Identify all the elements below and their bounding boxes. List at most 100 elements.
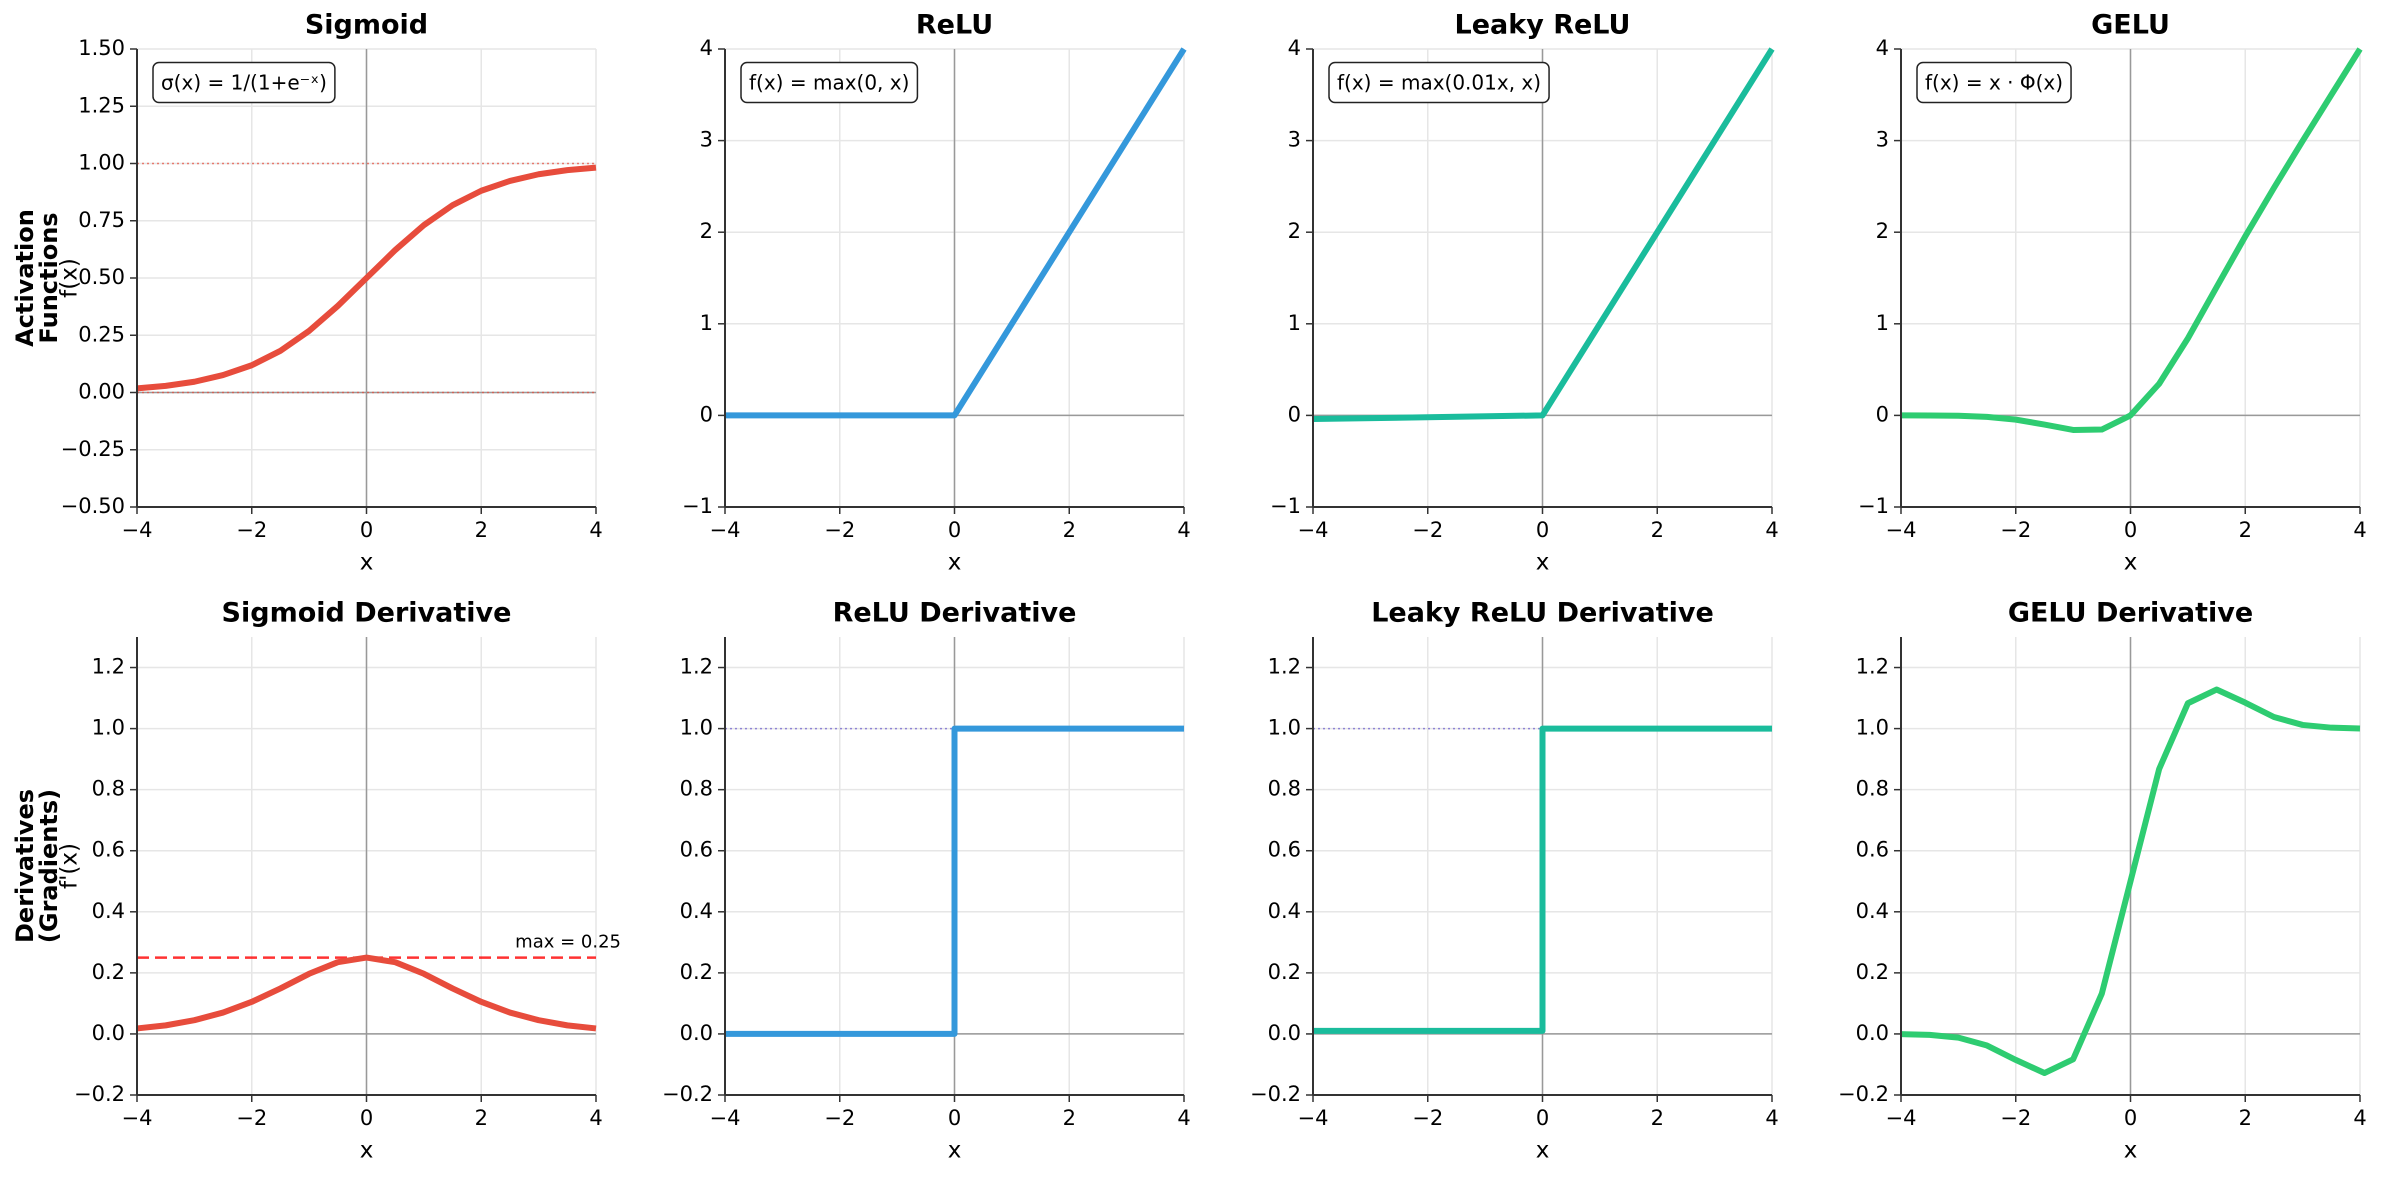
x-tick-label: −2 — [1412, 1106, 1443, 1130]
x-tick-label: 4 — [1765, 518, 1778, 542]
y-tick-label: 1.50 — [78, 36, 125, 60]
y-tick-label: −1 — [1270, 494, 1301, 518]
x-tick-label: 0 — [948, 518, 961, 542]
x-tick-label: 0 — [1536, 518, 1549, 542]
x-tick-label: −2 — [1412, 518, 1443, 542]
y-tick-label: 0.6 — [1856, 838, 1889, 862]
x-tick-label: 0 — [360, 1106, 373, 1130]
y-tick-label: 0.4 — [92, 899, 125, 923]
subplot-title: Leaky ReLU — [1455, 10, 1631, 41]
x-tick-label: 4 — [589, 518, 602, 542]
subplot-title: ReLU Derivative — [833, 598, 1077, 629]
x-tick-label: −4 — [1886, 1106, 1917, 1130]
y-tick-label: −0.50 — [61, 494, 125, 518]
y-tick-label: 3 — [700, 128, 713, 152]
subplot-title: GELU — [2091, 10, 2170, 41]
x-axis-label: x — [1536, 1138, 1550, 1164]
y-tick-label: −0.2 — [1838, 1082, 1889, 1106]
subplot: −4 −2 0 2 4 −1 0 1 2 3 4 GELU x f(x) = x · Φ(x) — [1858, 10, 2367, 576]
x-tick-label: 0 — [1536, 1106, 1549, 1130]
y-tick-label: 1.25 — [78, 93, 125, 117]
data-line — [1900, 686, 2361, 1077]
x-axis-label: x — [1536, 550, 1550, 576]
y-tick-label: 0.8 — [92, 777, 125, 801]
x-tick-label: −2 — [236, 1106, 267, 1130]
y-tick-label: 0.6 — [1268, 838, 1301, 862]
x-tick-label: 0 — [360, 518, 373, 542]
subplot: −4 −2 0 2 4 −0.2 0.0 0.2 0.4 0.6 0.8 1.0 1.2 ReLU Der… — [662, 598, 1191, 1164]
y-tick-label: 0.4 — [680, 899, 713, 923]
y-tick-label: 0.25 — [78, 322, 125, 346]
y-tick-label: 0.2 — [1856, 960, 1889, 984]
y-tick-label: 4 — [700, 36, 713, 60]
y-tick-label: −1 — [682, 494, 713, 518]
x-tick-label: −4 — [1298, 1106, 1329, 1130]
x-axis-label: x — [948, 550, 962, 576]
data-line — [725, 47, 1187, 419]
x-axis-label: x — [360, 550, 374, 576]
y-tick-label: 1.0 — [680, 716, 713, 740]
y-tick-label: 0.4 — [1856, 899, 1889, 923]
row-label: Derivatives(Gradients) — [11, 789, 63, 943]
x-tick-label: 4 — [2353, 1106, 2366, 1130]
x-tick-label: −4 — [122, 1106, 153, 1130]
y-tick-label: 0.0 — [1268, 1021, 1301, 1045]
formula-box — [740, 61, 919, 104]
y-tick-label: 1.0 — [1856, 716, 1889, 740]
x-tick-label: 2 — [475, 1106, 488, 1130]
formula: f(x) = x · Φ(x) — [1925, 71, 2063, 95]
x-tick-label: 4 — [1765, 1106, 1778, 1130]
x-tick-label: −2 — [824, 1106, 855, 1130]
y-tick-label: 1.0 — [1268, 716, 1301, 740]
y-axis-label: f'(x) — [57, 843, 83, 889]
x-axis-label: x — [2124, 1138, 2138, 1164]
x-axis-label: x — [2124, 550, 2138, 576]
y-tick-label: 0 — [1288, 402, 1301, 426]
x-tick-label: 0 — [2124, 1106, 2137, 1130]
x-tick-label: −4 — [710, 518, 741, 542]
y-tick-label: 0 — [700, 402, 713, 426]
y-tick-label: 0.6 — [92, 838, 125, 862]
row-label-line: Activation — [11, 209, 39, 347]
y-tick-label: 1.2 — [1268, 655, 1301, 679]
x-tick-label: −2 — [824, 518, 855, 542]
x-tick-label: 2 — [475, 518, 488, 542]
data-line — [725, 725, 1184, 1037]
reference-label: max = 0.25 — [515, 932, 621, 953]
subplot-title: Sigmoid Derivative — [222, 598, 512, 629]
subplot: −4 −2 0 2 4 −0.2 0.0 0.2 0.4 0.6 0.8 1.0 1.2 GELU Der… — [1838, 598, 2367, 1164]
data-line — [1900, 47, 2363, 433]
x-tick-label: 2 — [1063, 518, 1076, 542]
y-tick-label: 3 — [1876, 128, 1889, 152]
x-tick-label: 4 — [589, 1106, 602, 1130]
formula: f(x) = max(0, x) — [749, 71, 909, 95]
x-tick-label: −2 — [236, 518, 267, 542]
x-tick-label: −4 — [1298, 518, 1329, 542]
subplot-title: GELU Derivative — [2008, 598, 2253, 629]
y-tick-label: 0.8 — [1268, 777, 1301, 801]
y-tick-label: 3 — [1288, 128, 1301, 152]
y-tick-label: 0 — [1876, 402, 1889, 426]
formula-box — [152, 61, 336, 104]
formula-box — [1328, 61, 1550, 104]
subplot: −4 −2 0 2 4 −1 0 1 2 3 4 ReLU x f(x) = max(0, x) — [682, 10, 1191, 576]
subplot: −4 −2 0 2 4 −0.2 0.0 0.2 0.4 0.6 0.8 1.0 1.2 max = 0.… — [57, 598, 622, 1164]
x-tick-label: 2 — [1063, 1106, 1076, 1130]
subplot-title: Sigmoid — [305, 10, 428, 41]
data-line — [136, 954, 597, 1032]
row-label-line: Functions — [35, 212, 63, 343]
y-tick-label: 0.00 — [78, 380, 125, 404]
y-tick-label: 0.6 — [680, 838, 713, 862]
x-tick-label: −4 — [1886, 518, 1917, 542]
x-axis-label: x — [360, 1138, 374, 1164]
formula: f(x) = max(0.01x, x) — [1337, 71, 1541, 95]
subplot-title: Leaky ReLU Derivative — [1371, 598, 1714, 629]
data-line — [136, 164, 597, 392]
formula: σ(x) = 1/(1+e⁻ˣ) — [161, 71, 327, 95]
y-tick-label: −0.2 — [74, 1082, 125, 1106]
y-tick-label: 0.0 — [680, 1021, 713, 1045]
y-axis-label: f(x) — [57, 258, 83, 298]
subplot: −4 −2 0 2 4 −1 0 1 2 3 4 Leaky ReLU x f(x) = max(0.01… — [1270, 10, 1779, 576]
y-tick-label: 0.75 — [78, 208, 125, 232]
